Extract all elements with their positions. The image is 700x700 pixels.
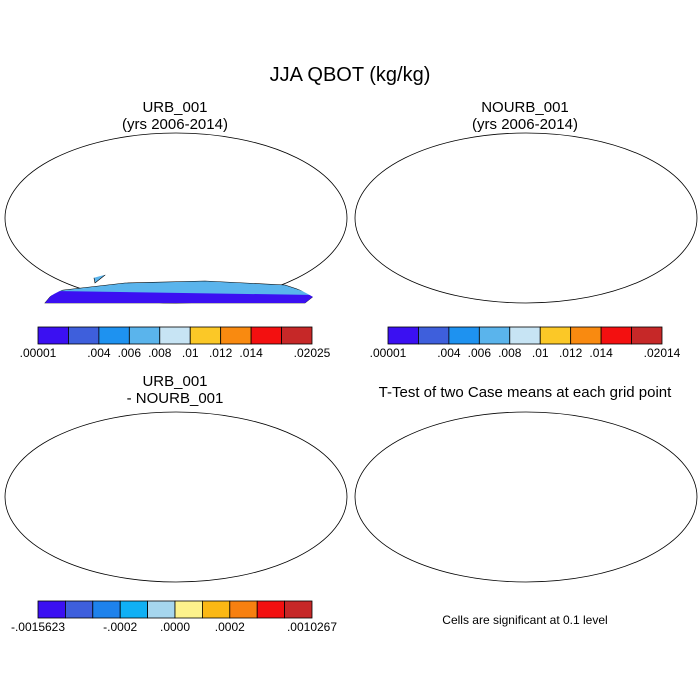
colorbar-urb-tick-4: .01 xyxy=(181,346,199,360)
panel-title-urb-line2: (yrs 2006-2014) xyxy=(122,116,228,133)
panel-title-diff-line2: - NOURB_001 xyxy=(126,390,224,407)
panel-title-nourb-line1: NOURB_001 xyxy=(481,99,569,116)
map-panel-diff xyxy=(4,411,348,583)
colorbar-diff: -.0015623 -.0002 .0000 .0002 .0010267 xyxy=(11,600,337,634)
colorbar-nourb-tick-2: .006 xyxy=(467,346,492,360)
colorbar-urb-swatch-5 xyxy=(189,326,222,345)
panel-title-urb: URB_001 (yrs 2006-2014) xyxy=(25,99,325,133)
colorbar-nourb-tick-0: .00001 xyxy=(369,346,407,360)
map-panel-ttest xyxy=(354,411,698,583)
colorbar-nourb-tick-1: .004 xyxy=(437,346,461,360)
panel-title-diff: URB_001 - NOURB_001 xyxy=(25,373,325,407)
colorbar-nourb-tick-4: .01 xyxy=(531,346,549,360)
panel-title-nourb: NOURB_001 (yrs 2006-2014) xyxy=(375,99,675,133)
colorbar-nourb-swatch-7 xyxy=(600,326,632,345)
colorbar-urb-swatch-0 xyxy=(37,326,69,345)
colorbar-urb-swatch-4 xyxy=(159,326,191,345)
colorbar-nourb-tick-6: .014 xyxy=(589,346,613,360)
colorbar-diff-tick-2: .0000 xyxy=(159,620,191,634)
colorbar-diff-swatch-2 xyxy=(92,600,121,619)
colorbar-urb-tick-0: .00001 xyxy=(19,346,57,360)
colorbar-diff-swatch-9 xyxy=(284,600,313,619)
colorbar-urb-tick-6: .014 xyxy=(239,346,263,360)
map-panel-nourb xyxy=(354,132,698,304)
colorbar-urb-tick-7: .02025 xyxy=(293,346,331,360)
panel-title-ttest: T-Test of two Case means at each grid po… xyxy=(378,384,672,401)
panel-title-nourb-line2: (yrs 2006-2014) xyxy=(472,116,578,133)
panel-title-urb-line1: URB_001 xyxy=(142,99,208,116)
colorbar-urb-swatch-3 xyxy=(128,326,161,345)
colorbar-diff-swatch-3 xyxy=(119,600,148,619)
colorbar-urb-swatch-7 xyxy=(250,326,282,345)
colorbar-nourb-tick-5: .012 xyxy=(558,346,583,360)
colorbar-diff-tick-0: -.0015623 xyxy=(10,620,66,634)
colorbar-nourb-swatch-4 xyxy=(509,326,541,345)
colorbar-nourb-swatch-5 xyxy=(539,326,572,345)
colorbar-urb-tick-5: .012 xyxy=(208,346,233,360)
colorbar-diff-tick-4: .0010267 xyxy=(286,620,338,634)
colorbar-diff-swatch-5 xyxy=(174,600,203,619)
colorbar-urb: .00001 .004 .006 .008 .01 .012 .014 .02025 xyxy=(20,326,330,360)
colorbar-diff-swatch-8 xyxy=(256,600,285,619)
colorbar-nourb-tick-7: .02014 xyxy=(643,346,681,360)
colorbar-nourb: .00001 .004 .006 .008 .01 .012 .014 .02014 xyxy=(370,326,680,360)
colorbar-nourb-swatch-3 xyxy=(478,326,511,345)
colorbar-urb-tick-2: .006 xyxy=(117,346,142,360)
colorbar-diff-swatch-4 xyxy=(147,600,176,619)
colorbar-diff-swatch-7 xyxy=(229,600,258,619)
significance-footnote: Cells are significant at 0.1 level xyxy=(442,613,608,627)
colorbar-nourb-swatch-8 xyxy=(631,326,663,345)
colorbar-diff-tick-1: -.0002 xyxy=(103,620,138,634)
colorbar-urb-swatch-1 xyxy=(68,326,100,345)
colorbar-nourb-swatch-6 xyxy=(570,326,602,345)
map-panel-urb xyxy=(4,132,348,304)
colorbar-urb-tick-3: .008 xyxy=(148,346,172,360)
colorbar-nourb-swatch-2 xyxy=(448,326,480,345)
colorbar-urb-tick-1: .004 xyxy=(87,346,111,360)
colorbar-diff-swatch-1 xyxy=(64,600,94,619)
colorbar-diff-swatch-0 xyxy=(37,600,66,619)
colorbar-nourb-tick-3: .008 xyxy=(498,346,522,360)
colorbar-diff-tick-3: .0002 xyxy=(214,620,245,634)
panel-title-diff-line1: URB_001 xyxy=(142,373,208,390)
colorbar-nourb-swatch-0 xyxy=(387,326,419,345)
colorbar-diff-swatch-6 xyxy=(201,600,231,619)
colorbar-urb-swatch-8 xyxy=(281,326,313,345)
colorbar-nourb-swatch-1 xyxy=(418,326,450,345)
colorbar-urb-swatch-2 xyxy=(98,326,130,345)
figure-title: JJA QBOT (kg/kg) xyxy=(269,64,431,86)
colorbar-urb-swatch-6 xyxy=(220,326,252,345)
